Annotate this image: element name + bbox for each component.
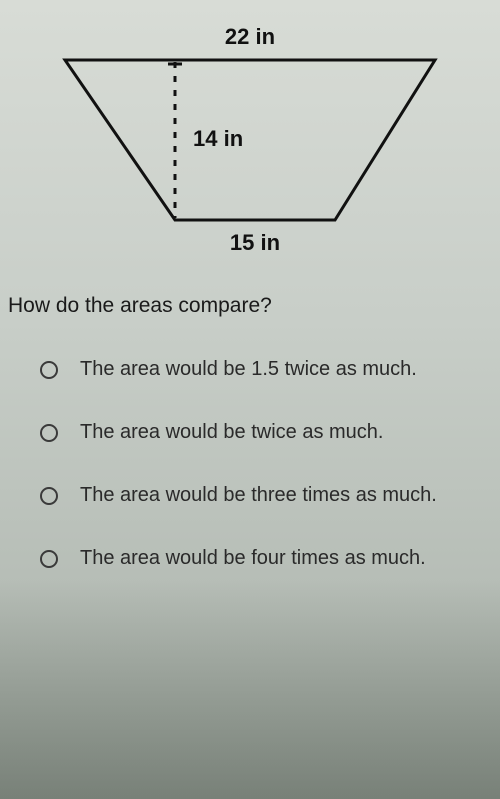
figure-container: 22 in 15 in 14 in	[0, 0, 500, 270]
option-label: The area would be three times as much.	[80, 484, 437, 507]
svg-text:15 in: 15 in	[230, 230, 280, 255]
svg-text:22 in: 22 in	[225, 24, 275, 49]
vignette-shadow	[0, 579, 500, 799]
options-list: The area would be 1.5 twice as much. The…	[0, 328, 500, 590]
option-a[interactable]: The area would be 1.5 twice as much.	[0, 338, 500, 401]
question-text: How do the areas compare?	[0, 270, 500, 328]
option-label: The area would be 1.5 twice as much.	[80, 358, 417, 381]
option-b[interactable]: The area would be twice as much.	[0, 401, 500, 464]
radio-icon	[40, 550, 58, 568]
radio-icon	[40, 424, 58, 442]
screen: 22 in 15 in 14 in How do the areas compare…	[0, 0, 500, 799]
option-d[interactable]: The area would be four times as much.	[0, 527, 500, 590]
radio-icon	[40, 487, 58, 505]
content-area: 22 in 15 in 14 in How do the areas compare…	[0, 0, 500, 590]
option-c[interactable]: The area would be three times as much.	[0, 464, 500, 527]
option-label: The area would be four times as much.	[80, 547, 426, 570]
svg-text:14 in: 14 in	[193, 126, 243, 151]
trapezoid-diagram: 22 in 15 in 14 in	[35, 10, 465, 270]
option-label: The area would be twice as much.	[80, 421, 384, 444]
radio-icon	[40, 361, 58, 379]
